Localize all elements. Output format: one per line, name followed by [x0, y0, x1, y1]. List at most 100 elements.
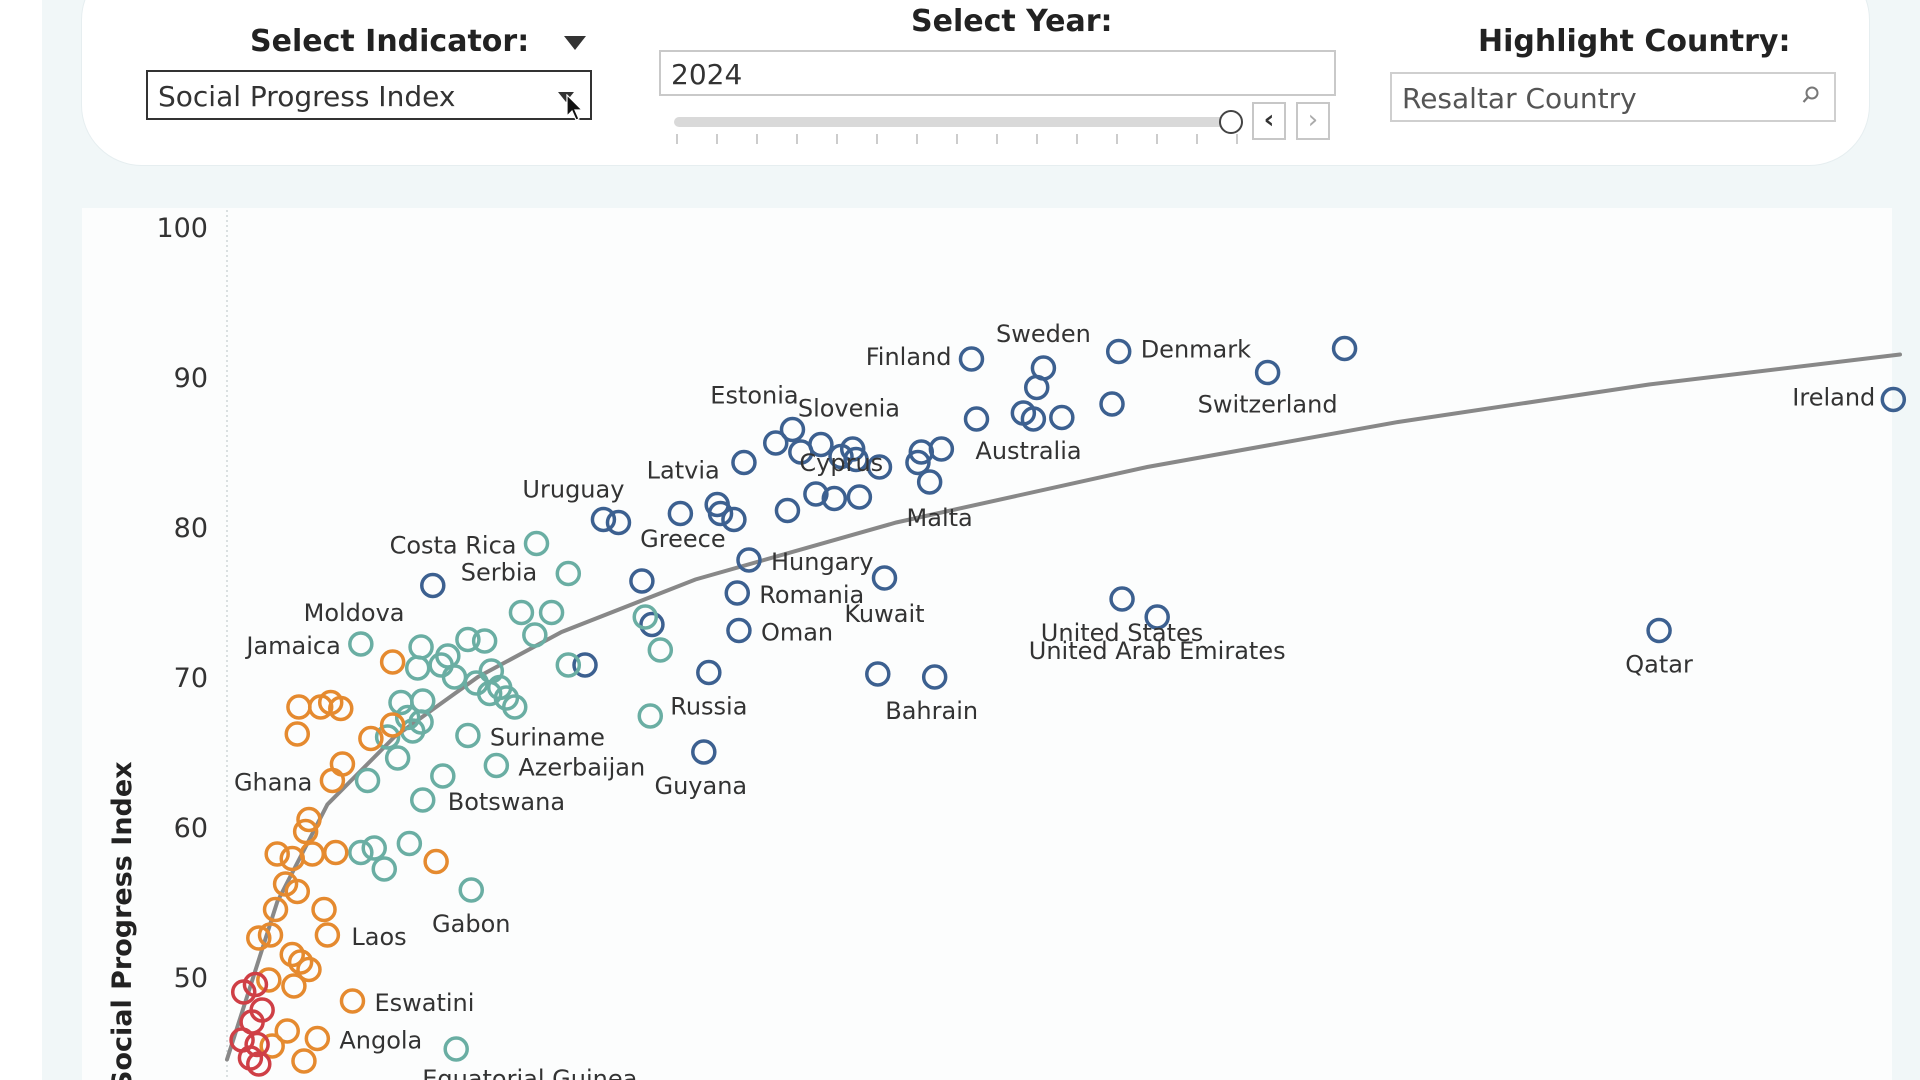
- indicator-title: Select Indicator:: [250, 24, 530, 59]
- data-point: [605, 509, 632, 536]
- data-point: [420, 572, 446, 599]
- country-label: Bahrain: [885, 697, 978, 725]
- data-point: [871, 565, 898, 591]
- data-point: [629, 568, 655, 594]
- data-point: [264, 841, 290, 867]
- country-label: Guyana: [654, 772, 747, 800]
- data-point: [1331, 335, 1358, 362]
- search-icon[interactable]: [1802, 86, 1820, 104]
- data-point: [523, 530, 550, 557]
- data-point: [329, 751, 356, 777]
- country-label: Slovenia: [798, 395, 900, 423]
- chevron-down-icon[interactable]: [558, 92, 574, 102]
- year-prev-button[interactable]: ‹: [1252, 102, 1286, 140]
- data-point: [257, 922, 284, 948]
- data-point: [538, 599, 565, 626]
- data-point: [963, 406, 990, 432]
- country-label: Qatar: [1625, 651, 1693, 679]
- slider-tick: [876, 134, 878, 144]
- country-label: Latvia: [647, 457, 720, 485]
- data-point: [726, 617, 752, 644]
- data-point: [256, 967, 282, 993]
- slider-tick: [716, 134, 718, 144]
- data-point: [1049, 404, 1075, 431]
- country-label: Suriname: [490, 724, 605, 752]
- data-point: [958, 346, 985, 372]
- data-point: [354, 767, 381, 794]
- country-label: United States: [1041, 619, 1204, 647]
- data-point: [555, 652, 582, 678]
- country-label: Kuwait: [844, 600, 924, 628]
- slider-tick: [1076, 134, 1078, 144]
- indicator-select-value: Social Progress Index: [158, 80, 456, 113]
- country-label: Angola: [339, 1027, 422, 1055]
- data-point: [314, 922, 341, 948]
- slider-tick: [796, 134, 798, 144]
- data-point: [865, 661, 891, 687]
- data-point: [408, 634, 434, 660]
- data-point: [279, 941, 305, 968]
- data-point: [762, 430, 789, 456]
- country-label: Jamaica: [244, 632, 340, 660]
- triangle-down-icon[interactable]: [564, 36, 586, 50]
- country-label: Laos: [351, 923, 406, 951]
- y-tick-label: 80: [174, 513, 208, 544]
- y-axis-label: Social Progress Index: [107, 761, 138, 1080]
- data-point: [522, 622, 548, 648]
- data-point: [1646, 617, 1672, 644]
- data-point: [262, 896, 289, 923]
- slider-tick: [916, 134, 918, 144]
- year-slider-track[interactable]: [674, 117, 1232, 127]
- country-label: Cyprus: [799, 449, 883, 477]
- data-point: [843, 446, 869, 473]
- data-point: [483, 752, 510, 779]
- chevron-right-icon: ›: [1307, 105, 1319, 135]
- country-label: Equatorial Guinea: [422, 1065, 637, 1080]
- data-point: [281, 973, 307, 999]
- country-label: Sweden: [996, 320, 1091, 348]
- country-label: Malta: [907, 504, 973, 532]
- country-label: Denmark: [1141, 336, 1251, 364]
- y-tick-label: 90: [174, 363, 208, 394]
- year-slider-thumb[interactable]: [1219, 110, 1243, 134]
- slider-tick: [676, 134, 678, 144]
- data-point: [322, 839, 349, 866]
- country-label: Romania: [759, 581, 864, 609]
- data-point: [502, 694, 528, 720]
- data-point: [430, 763, 456, 789]
- year-next-button[interactable]: ›: [1296, 102, 1330, 140]
- slider-tick: [1156, 134, 1158, 144]
- data-point: [632, 604, 658, 630]
- data-point: [921, 664, 948, 690]
- y-tick-label: 60: [174, 813, 208, 844]
- year-input[interactable]: 2024: [659, 50, 1336, 96]
- highlight-country-search[interactable]: Resaltar Country: [1390, 72, 1836, 122]
- data-point: [319, 767, 346, 794]
- data-point: [724, 580, 751, 606]
- country-label: Australia: [975, 437, 1081, 465]
- data-point: [808, 431, 834, 458]
- data-point: [374, 724, 401, 750]
- data-point: [396, 830, 423, 857]
- data-point: [1023, 374, 1050, 401]
- indicator-select[interactable]: Social Progress Index: [146, 70, 592, 120]
- data-point: [590, 506, 617, 533]
- country-label: Serbia: [461, 559, 537, 587]
- country-label: United Arab Emirates: [1029, 637, 1286, 665]
- data-point: [284, 878, 311, 905]
- data-point: [696, 659, 722, 686]
- country-label: Costa Rica: [390, 532, 517, 560]
- data-point: [555, 560, 582, 587]
- data-point: [348, 631, 374, 657]
- data-point: [296, 806, 322, 833]
- data-point: [1254, 359, 1281, 386]
- data-point: [259, 1033, 285, 1059]
- data-point: [246, 1051, 272, 1077]
- data-point: [731, 449, 757, 476]
- data-point: [296, 956, 322, 983]
- data-point: [292, 818, 319, 845]
- data-point: [286, 694, 312, 720]
- data-point: [379, 649, 406, 675]
- slider-tick: [1236, 134, 1238, 144]
- data-point: [1144, 604, 1170, 630]
